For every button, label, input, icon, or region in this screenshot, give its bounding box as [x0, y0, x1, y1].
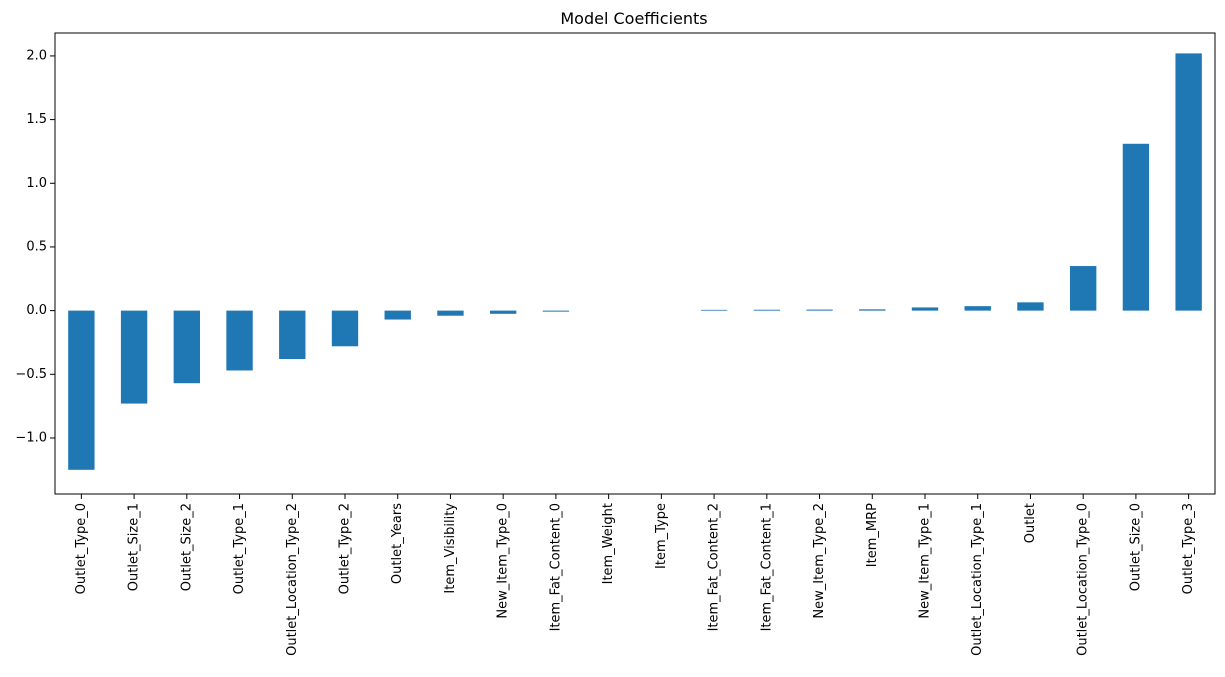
x-tick-label: Outlet_Type_1 — [232, 503, 247, 594]
x-tick-label: Item_Visibility — [443, 503, 458, 594]
x-tick-label: Item_Type — [654, 503, 669, 569]
bar-outlet-years — [384, 310, 411, 320]
bars-group — [68, 53, 1202, 470]
y-tick-label: −0.5 — [15, 367, 47, 382]
chart-title: Model Coefficients — [560, 9, 707, 28]
x-tick-label: New_Item_Type_2 — [812, 503, 827, 619]
bar-item-fat-content-1 — [753, 309, 780, 311]
bar-item-fat-content-2 — [700, 309, 728, 311]
bar-outlet-location-type-1 — [964, 306, 991, 311]
y-tick-label: 1.0 — [26, 176, 47, 191]
x-tick-label: Item_Fat_Content_0 — [548, 503, 563, 631]
bar-item-mrp — [859, 309, 886, 311]
x-tick-label: Outlet_Location_Type_1 — [970, 503, 985, 656]
x-tick-label: New_Item_Type_0 — [496, 503, 511, 619]
x-tick-label: Outlet — [1023, 503, 1038, 543]
bar-outlet-type-2 — [331, 310, 359, 347]
x-axis: Outlet_Type_0 Outlet_Size_1 Outlet_Size_2 O… — [74, 494, 1196, 656]
x-tick-label: Outlet_Size_1 — [127, 503, 142, 591]
x-tick-label: Item_Weight — [601, 503, 616, 584]
bar-outlet-location-type-2 — [279, 310, 306, 360]
y-axis: −1.0 −0.5 0.0 0.5 1.0 1.5 2.0 — [15, 48, 55, 445]
x-tick-label: Outlet_Size_2 — [179, 503, 194, 591]
bar-new-item-type-2 — [806, 309, 833, 311]
x-tick-label: Outlet_Size_0 — [1128, 503, 1143, 591]
y-tick-label: 0.0 — [26, 303, 47, 318]
y-tick-label: −1.0 — [15, 430, 47, 445]
y-tick-label: 1.5 — [26, 112, 47, 127]
x-tick-label: Item_Fat_Content_2 — [707, 503, 722, 631]
y-tick-label: 2.0 — [26, 48, 47, 63]
x-tick-label: Item_Fat_Content_1 — [759, 503, 774, 631]
x-tick-label: Outlet_Location_Type_0 — [1076, 503, 1091, 656]
bar-outlet-type-3 — [1175, 53, 1202, 311]
y-tick-label: 0.5 — [26, 239, 47, 254]
x-tick-label: New_Item_Type_1 — [918, 503, 933, 619]
bar-outlet-type-1 — [226, 310, 253, 371]
bar-new-item-type-1 — [911, 307, 939, 311]
bar-outlet-size-0 — [1122, 143, 1150, 311]
bar-outlet-size-1 — [120, 310, 148, 404]
plot-frame — [54, 32, 1216, 495]
x-tick-label: Outlet_Type_2 — [338, 503, 353, 594]
x-tick-label: Outlet_Location_Type_2 — [285, 503, 300, 656]
bar-outlet-size-2 — [173, 310, 200, 384]
bar-outlet-type-0 — [68, 310, 95, 470]
bar-item-visibility — [437, 310, 464, 316]
x-tick-label: Item_MRP — [865, 503, 880, 567]
x-tick-label: Outlet_Type_0 — [74, 503, 89, 594]
bar-item-fat-content-0 — [542, 310, 570, 312]
bar-outlet — [1017, 302, 1044, 311]
bar-new-item-type-0 — [490, 310, 517, 314]
x-tick-label: Outlet_Years — [390, 503, 405, 584]
bar-outlet-location-type-0 — [1070, 266, 1097, 311]
x-tick-label: Outlet_Type_3 — [1181, 503, 1196, 594]
